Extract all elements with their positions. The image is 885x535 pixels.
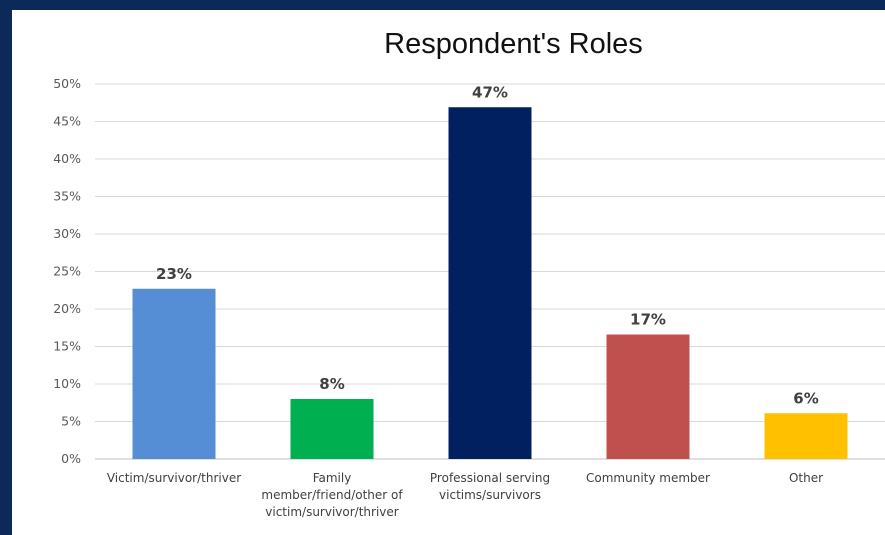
chart-title: Respondent's Roles	[384, 28, 643, 60]
bar	[290, 399, 374, 459]
y-tick-label: 15%	[53, 339, 81, 354]
x-category-label: Other	[789, 471, 823, 485]
y-tick-label: 5%	[61, 414, 81, 429]
y-tick-label: 30%	[53, 226, 81, 241]
y-tick-label: 10%	[53, 376, 81, 391]
data-label: 23%	[156, 265, 192, 283]
y-tick-label: 0%	[61, 451, 81, 466]
x-category-label: victims/survivors	[439, 488, 541, 502]
x-category-label: Family	[313, 471, 352, 485]
data-label: 47%	[472, 83, 508, 101]
bar	[764, 413, 848, 459]
bar	[606, 334, 690, 459]
y-tick-label: 35%	[53, 189, 81, 204]
x-category-label: victim/survivor/thriver	[265, 505, 399, 519]
y-tick-label: 40%	[53, 151, 81, 166]
x-category-label: Professional serving	[430, 471, 550, 485]
chart-frame: Respondent's Roles 0% 5% 10% 15% 20% 25% 30% 35…	[12, 10, 885, 535]
data-label: 6%	[793, 389, 818, 407]
bar	[132, 288, 216, 459]
y-tick-label: 50%	[53, 76, 81, 91]
x-category-label: Victim/survivor/thriver	[107, 471, 241, 485]
bar	[448, 107, 532, 459]
y-tick-label: 45%	[53, 114, 81, 129]
x-category-label: member/friend/other of	[261, 488, 403, 502]
data-label: 8%	[319, 375, 344, 393]
y-tick-label: 20%	[53, 301, 81, 316]
y-tick-label: 25%	[53, 264, 81, 279]
data-label: 17%	[630, 311, 666, 329]
x-category-label: Community member	[586, 471, 710, 485]
bar-chart: 0% 5% 10% 15% 20% 25% 30% 35% 40% 45% 50% 23% Victim…	[53, 76, 885, 519]
